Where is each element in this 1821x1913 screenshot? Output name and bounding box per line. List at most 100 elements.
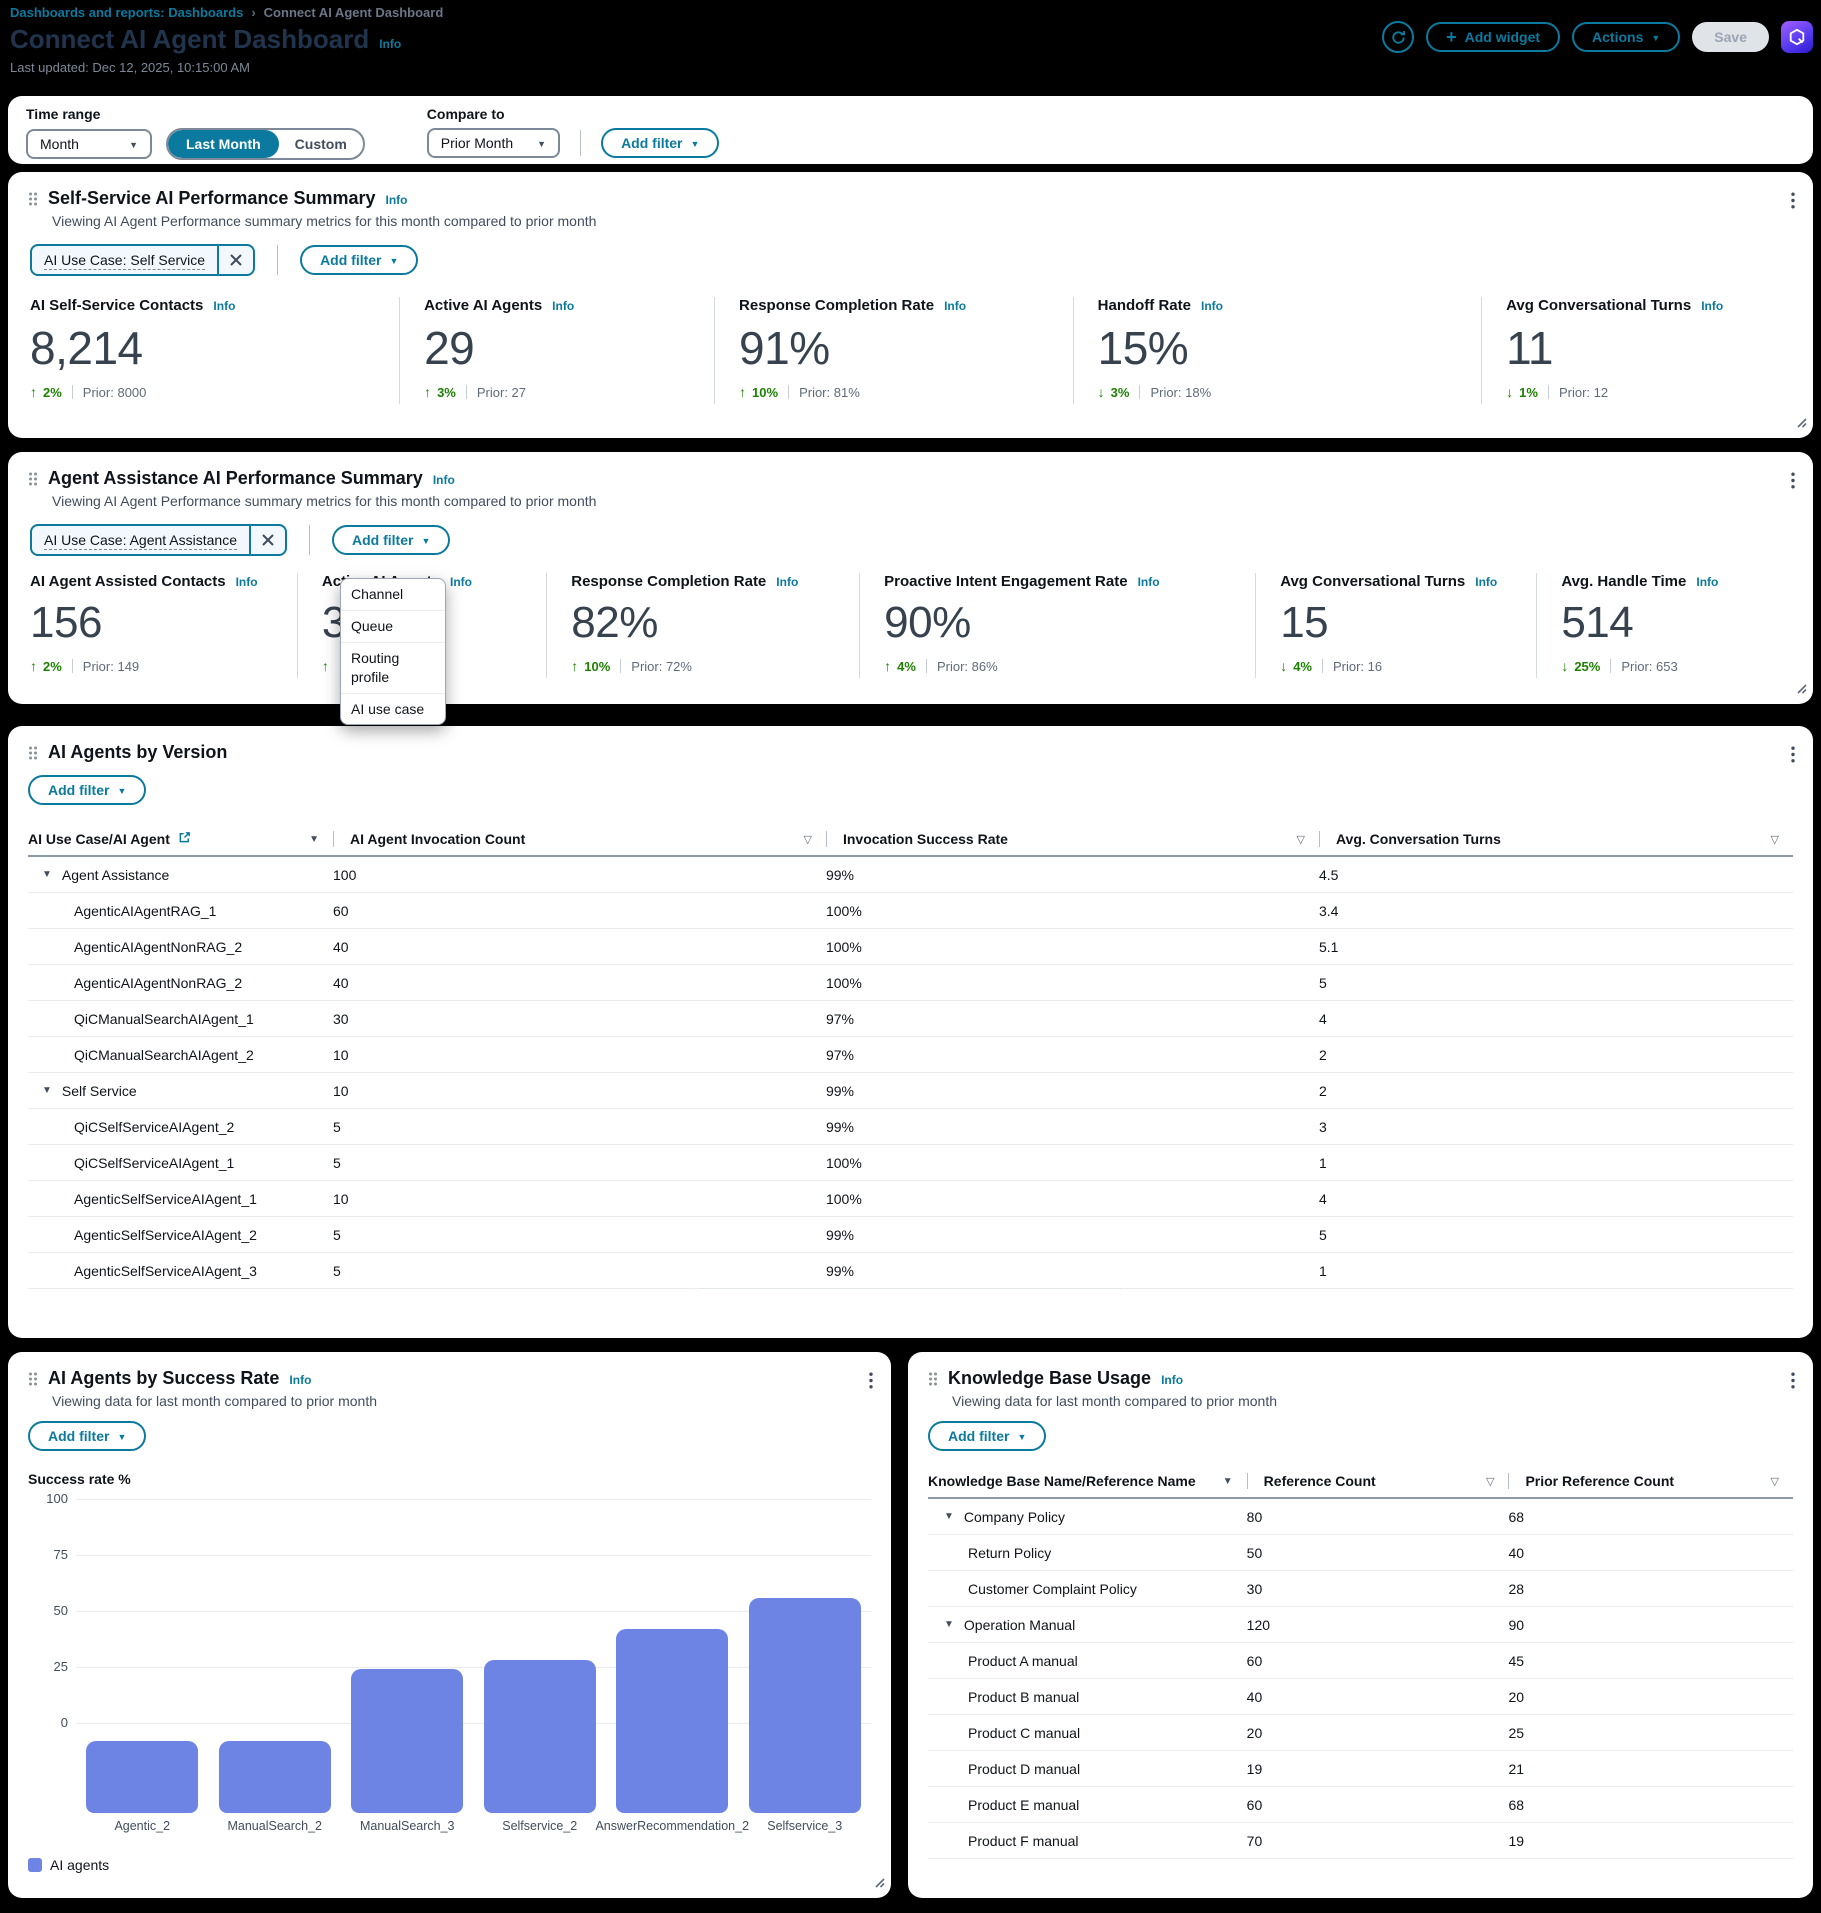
external-link-icon: [178, 831, 191, 847]
column-header-4[interactable]: Avg. Conversation Turns ▽: [1318, 831, 1793, 847]
card-menu-button[interactable]: [1787, 742, 1799, 772]
sort-icon[interactable]: ▽: [1770, 833, 1779, 846]
refresh-button[interactable]: [1382, 21, 1415, 53]
add-filter-button[interactable]: Add filter ▼: [601, 128, 720, 158]
metric-label-row: Response Completion Rate Info: [739, 297, 1065, 314]
row-name-cell: Product D manual: [928, 1761, 1247, 1777]
info-link[interactable]: Info: [1696, 575, 1719, 589]
resize-handle[interactable]: [1793, 414, 1807, 433]
add-filter-button[interactable]: Add filter ▼: [28, 775, 147, 805]
info-link[interactable]: Info: [1137, 575, 1160, 589]
column-header-2[interactable]: AI Agent Invocation Count ▽: [333, 831, 826, 847]
add-widget-button[interactable]: + Add widget: [1426, 22, 1561, 52]
info-link[interactable]: Info: [944, 299, 967, 313]
breadcrumb-dashboards-link[interactable]: Dashboards and reports: Dashboards: [10, 5, 244, 20]
card-menu-button[interactable]: [1787, 468, 1799, 498]
sort-icon[interactable]: ▽: [1770, 1475, 1779, 1488]
time-range-select[interactable]: Month ▼: [26, 129, 152, 159]
info-link[interactable]: Info: [1701, 299, 1724, 313]
chart-bar: [218, 1740, 331, 1813]
row-cell: 5: [333, 1262, 341, 1279]
info-link[interactable]: Info: [449, 575, 472, 589]
row-cell: 60: [333, 902, 349, 919]
column-header-3[interactable]: Prior Reference Count ▽: [1508, 1473, 1793, 1489]
row-expand-caret[interactable]: ▼: [42, 1085, 52, 1096]
add-filter-button[interactable]: Add filter ▼: [300, 245, 419, 275]
add-filter-button[interactable]: Add filter ▼: [332, 525, 451, 555]
row-cell: 2: [1318, 1046, 1327, 1063]
menu-item-routing-profile[interactable]: Routing profile: [341, 641, 445, 693]
drag-handle-icon[interactable]: [28, 191, 38, 207]
time-range-segment-control: Last Month Custom: [166, 128, 365, 160]
drag-handle-icon[interactable]: [28, 471, 38, 487]
sort-icon[interactable]: ▽: [1296, 833, 1305, 846]
table-row: ▼ Operation Manual 120 90: [928, 1607, 1793, 1643]
metric-label: Avg. Handle Time: [1561, 573, 1687, 590]
card-menu-button[interactable]: [1787, 1368, 1799, 1398]
info-link[interactable]: Info: [432, 473, 455, 487]
actions-button[interactable]: Actions ▼: [1572, 22, 1681, 52]
row-cell: 5: [333, 1154, 341, 1171]
delta-percent: 4%: [1293, 658, 1312, 674]
info-link[interactable]: Info: [289, 1373, 312, 1387]
row-expand-caret[interactable]: ▼: [42, 869, 52, 880]
title-info-link[interactable]: Info: [379, 37, 402, 51]
add-filter-button[interactable]: Add filter ▼: [28, 1421, 147, 1451]
divider: [1321, 659, 1323, 674]
save-button[interactable]: Save: [1692, 22, 1769, 52]
resize-handle[interactable]: [1793, 680, 1807, 699]
row-label: AgenticSelfServiceAIAgent_2: [74, 1226, 257, 1243]
segment-custom[interactable]: Custom: [294, 136, 347, 152]
row-name-cell: ▼ Agent Assistance: [28, 867, 333, 883]
sort-icon[interactable]: ▽: [803, 833, 812, 846]
info-link[interactable]: Info: [1475, 575, 1498, 589]
compare-to-select[interactable]: Prior Month ▼: [426, 128, 561, 158]
metric-delta: ↑ 10% Prior: 72%: [571, 658, 851, 674]
card-menu-button[interactable]: [1787, 188, 1799, 218]
drag-handle-icon[interactable]: [28, 1371, 38, 1387]
menu-item-channel[interactable]: Channel: [351, 586, 404, 602]
card-menu-button[interactable]: [865, 1368, 877, 1398]
table-row: Customer Complaint Policy 30 28: [928, 1571, 1793, 1607]
row-name-cell: AgenticAIAgentNonRAG_2: [28, 939, 333, 955]
filter-token-label[interactable]: AI Use Case: Self Service: [44, 252, 206, 270]
divider: [277, 245, 279, 275]
column-header-label: Avg. Conversation Turns: [1336, 831, 1501, 847]
row-cell: 68: [1508, 1796, 1525, 1813]
info-link[interactable]: Info: [1161, 1373, 1184, 1387]
column-header-3[interactable]: Invocation Success Rate ▽: [825, 831, 1319, 847]
row-cell: 40: [1508, 1544, 1525, 1561]
sort-icon[interactable]: ▽: [1485, 1475, 1495, 1488]
add-filter-button[interactable]: Add filter ▼: [928, 1421, 1047, 1451]
info-link[interactable]: Info: [235, 575, 258, 589]
row-cell: 97%: [825, 1046, 855, 1063]
sort-descending-icon[interactable]: ▼: [309, 833, 319, 845]
amazon-q-icon[interactable]: [1781, 21, 1813, 53]
resize-handle[interactable]: [871, 1874, 885, 1893]
segment-last-month[interactable]: Last Month: [168, 130, 279, 158]
info-link[interactable]: Info: [552, 299, 575, 313]
info-link[interactable]: Info: [385, 193, 408, 207]
prior-value: Prior: 18%: [1150, 384, 1212, 400]
column-header-1[interactable]: Knowledge Base Name/Reference Name ▼: [928, 1473, 1247, 1489]
filter-token-label[interactable]: AI Use Case: Agent Assistance: [44, 532, 237, 550]
y-tick-label: 50: [53, 1603, 68, 1618]
remove-filter-button[interactable]: [249, 526, 285, 554]
row-name-cell: Product C manual: [928, 1725, 1247, 1741]
info-link[interactable]: Info: [213, 299, 236, 313]
remove-filter-button[interactable]: [217, 246, 253, 274]
sort-descending-icon[interactable]: ▼: [1222, 1475, 1233, 1487]
column-header-1[interactable]: AI Use Case/AI Agent ▼: [28, 831, 333, 847]
info-link[interactable]: Info: [776, 575, 799, 589]
row-name-cell: QiCSelfServiceAIAgent_2: [28, 1119, 333, 1135]
row-expand-caret[interactable]: ▼: [944, 1511, 954, 1522]
info-link[interactable]: Info: [1200, 299, 1223, 313]
menu-item-ai-use-case[interactable]: AI use case: [341, 692, 445, 725]
row-expand-caret[interactable]: ▼: [944, 1619, 954, 1630]
row-label: Product E manual: [968, 1796, 1080, 1813]
drag-handle-icon[interactable]: [28, 745, 38, 761]
column-header-2[interactable]: Reference Count ▽: [1246, 1473, 1509, 1489]
drag-handle-icon[interactable]: [928, 1371, 938, 1387]
metric-label: Response Completion Rate: [571, 573, 767, 590]
menu-item-queue[interactable]: Queue: [341, 609, 445, 642]
